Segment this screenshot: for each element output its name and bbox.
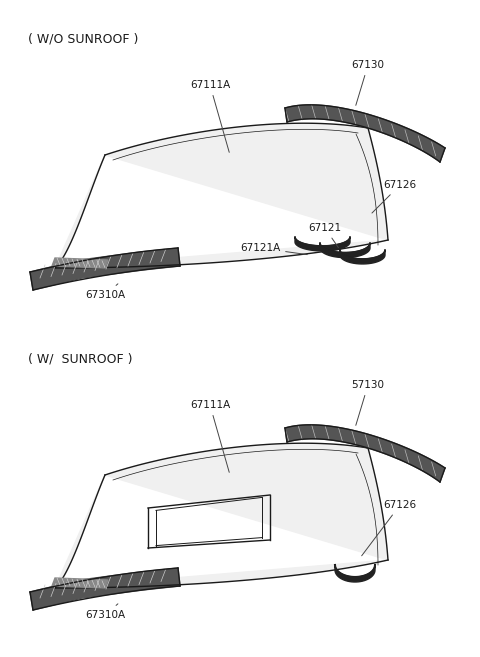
Polygon shape [52,258,108,268]
Text: 67310A: 67310A [85,604,125,620]
Text: ( W/O SUNROOF ): ( W/O SUNROOF ) [28,32,138,45]
Text: 67126: 67126 [361,500,417,556]
Text: 67126: 67126 [372,180,417,213]
Polygon shape [30,568,180,610]
Text: 67115: 67115 [0,656,1,657]
Text: 67121: 67121 [309,223,342,248]
Polygon shape [55,124,388,268]
Text: ( W/  SUNROOF ): ( W/ SUNROOF ) [28,352,132,365]
Text: 67130: 67130 [351,60,384,105]
Polygon shape [285,425,445,482]
Text: 67121A: 67121A [240,243,307,255]
Polygon shape [320,243,370,258]
Polygon shape [295,237,350,251]
Polygon shape [335,565,375,582]
Text: 57130: 57130 [351,380,384,425]
Polygon shape [52,578,108,588]
Polygon shape [340,250,385,264]
Text: 67111A: 67111A [190,80,230,152]
Text: 67310A: 67310A [85,284,125,300]
Text: 1140NA: 1140NA [0,656,1,657]
Text: 67111A: 67111A [190,400,230,472]
Polygon shape [285,105,445,162]
Polygon shape [55,443,388,588]
Polygon shape [30,248,180,290]
